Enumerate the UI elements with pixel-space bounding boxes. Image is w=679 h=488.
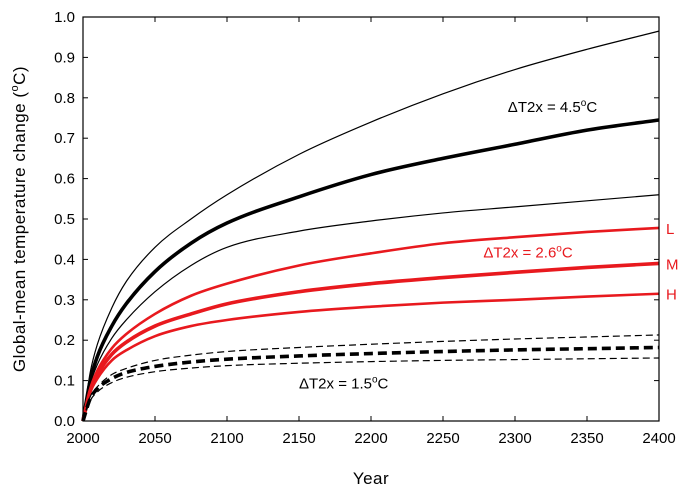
series-line-2-6-l-3 xyxy=(81,226,660,422)
series-group xyxy=(81,30,660,422)
y-tick-label: 0.0 xyxy=(54,413,75,430)
y-tick-label: 0.1 xyxy=(54,373,75,390)
y-tick-label: 0.3 xyxy=(54,292,75,309)
y-tick-label: 1.0 xyxy=(54,9,75,26)
axis-ticks: 2000 2050 2100 2150 2200 2250 2300 2350 2400 0.0 0… xyxy=(54,9,676,447)
x-tick-label: 2400 xyxy=(642,430,675,447)
x-tick-label: 2250 xyxy=(426,430,459,447)
y-tick-label: 0.8 xyxy=(54,90,75,107)
label-h: H xyxy=(666,287,677,304)
series-line-4-5-thin-0 xyxy=(82,30,660,422)
series-line-1-5-thin-8 xyxy=(82,357,660,422)
y-tick-label: 0.9 xyxy=(54,49,75,66)
x-tick-label: 2000 xyxy=(66,430,99,447)
x-tick-label: 2200 xyxy=(354,430,387,447)
annotation-dt2x-1-5: ΔT2x = 1.5oC xyxy=(299,375,389,393)
series-line-2-6-h-5 xyxy=(81,292,660,422)
y-tick-label: 0.4 xyxy=(54,251,75,268)
x-tick-label: 2300 xyxy=(498,430,531,447)
x-tick-label: 2100 xyxy=(210,430,243,447)
annotation-dt2x-2-6: ΔT2x = 2.6oC xyxy=(483,243,573,261)
y-tick-label: 0.5 xyxy=(54,211,75,228)
y-axis-title: Global-mean temperature change (oC) xyxy=(9,66,29,372)
x-axis-title: Year xyxy=(353,469,389,488)
label-l: L xyxy=(666,221,674,238)
y-tick-label: 0.7 xyxy=(54,130,75,147)
annotations: ΔT2x = 4.5oC ΔT2x = 2.6oC ΔT2x = 1.5oC L MH xyxy=(299,98,679,393)
series-line-1-5-thin-6 xyxy=(82,334,660,422)
x-tick-label: 2350 xyxy=(570,430,603,447)
y-tick-label: 0.6 xyxy=(54,171,75,188)
plot-frame xyxy=(82,16,660,422)
series-line-2-6-m-4 xyxy=(81,261,660,422)
series-line-4-5-thick-1 xyxy=(81,118,660,422)
label-m: M xyxy=(666,256,679,273)
series-line-4-5-thin-2 xyxy=(82,194,660,422)
x-tick-label: 2050 xyxy=(138,430,171,447)
y-tick-label: 0.2 xyxy=(54,332,75,349)
annotation-dt2x-4-5: ΔT2x = 4.5oC xyxy=(508,98,598,116)
x-tick-label: 2150 xyxy=(282,430,315,447)
